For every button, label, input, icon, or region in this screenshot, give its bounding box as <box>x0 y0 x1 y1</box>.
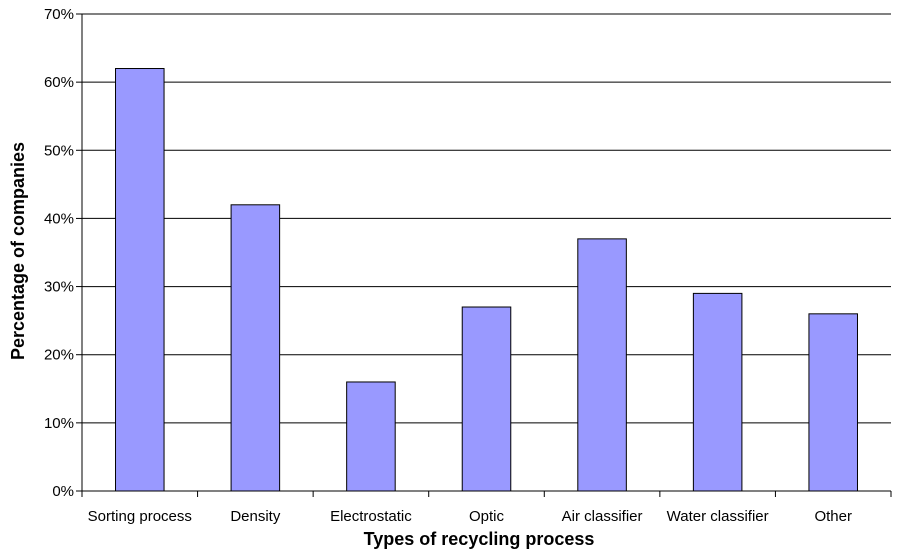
x-tick-labels: Sorting process Density Electrostatic Optic… <box>88 508 852 525</box>
bars <box>115 68 858 492</box>
y-tick-label: 50% <box>44 142 74 159</box>
axes <box>76 13 892 497</box>
bar <box>577 238 627 492</box>
bar <box>115 68 165 492</box>
y-tick-label: 60% <box>44 74 74 91</box>
bar <box>692 292 743 492</box>
y-tick-label: 0% <box>52 483 74 500</box>
x-tick-label: Density <box>230 508 281 525</box>
y-tick-label: 10% <box>44 415 74 432</box>
x-axis-title: Types of recycling process <box>364 529 595 549</box>
bar <box>346 381 396 492</box>
bar <box>808 313 858 492</box>
x-tick-label: Air classifier <box>562 508 643 525</box>
x-tick-label: Optic <box>469 508 505 525</box>
y-tick-label: 20% <box>44 347 74 364</box>
x-tick-label: Electrostatic <box>330 508 412 525</box>
y-tick-labels: 0% 10% 20% 30% 40% 50% 60% 70% <box>44 6 74 500</box>
x-tick-label: Other <box>814 508 852 525</box>
bar <box>230 204 281 492</box>
y-tick-label: 70% <box>44 6 74 23</box>
gridlines <box>82 13 891 424</box>
y-tick-label: 40% <box>44 210 74 227</box>
x-tick-label: Sorting process <box>88 508 192 525</box>
y-axis-title: Percentage of companies <box>8 142 28 360</box>
x-tick-label: Water classifier <box>667 508 769 525</box>
y-tick-label: 30% <box>44 279 74 296</box>
bar <box>461 306 512 492</box>
